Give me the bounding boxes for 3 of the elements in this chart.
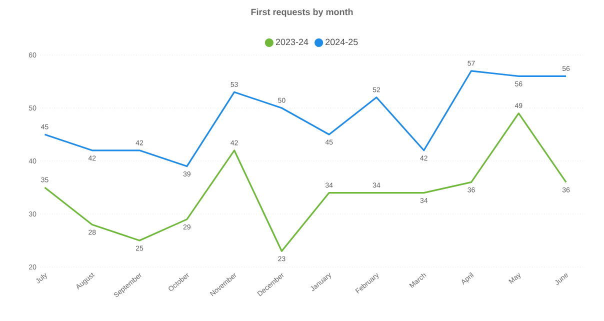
legend-label: 2024-25 <box>326 38 358 46</box>
legend-label: 2023-24 <box>276 38 308 46</box>
chart-title: First requests by month <box>251 8 353 17</box>
